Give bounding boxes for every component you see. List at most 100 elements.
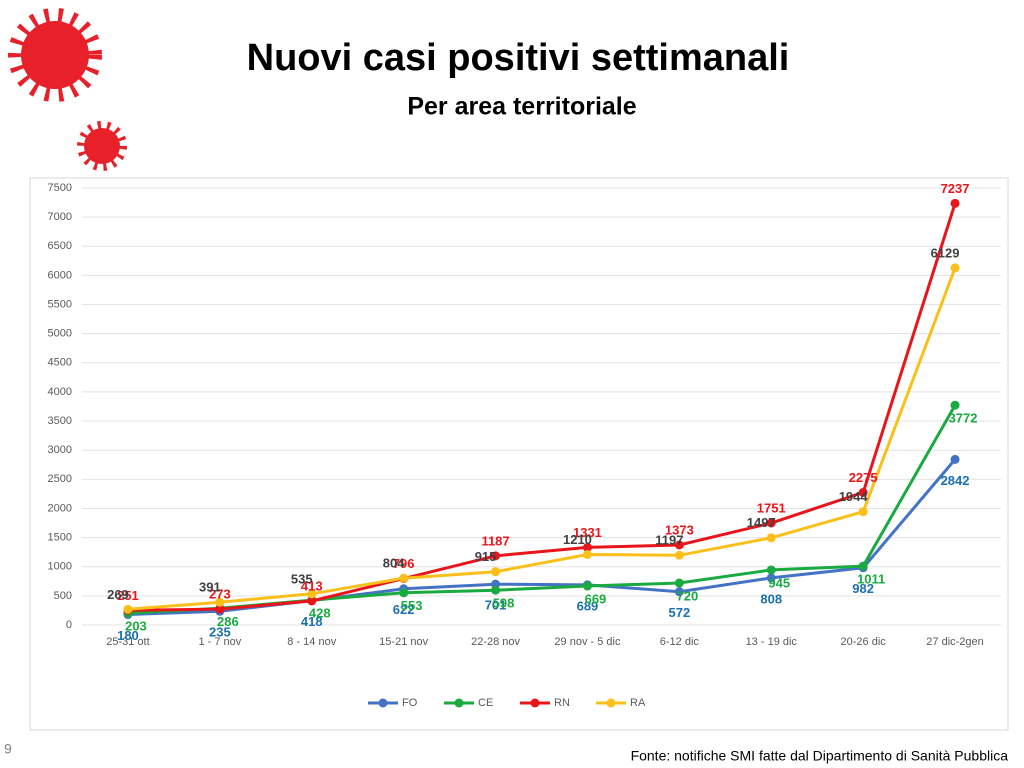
data-label: 251 [117,588,139,603]
data-label: 982 [852,581,874,596]
data-label: 2842 [941,473,970,488]
data-point [766,518,776,528]
data-label: 6129 [931,245,960,260]
data-point [582,581,592,591]
data-label: 720 [676,588,698,603]
data-label: 701 [485,598,507,613]
data-label: 915 [475,549,497,564]
data-label: 1373 [665,522,694,537]
x-tick-label: 29 nov - 5 dic [554,636,621,648]
legend-marker [378,698,388,708]
y-tick-label: 2500 [48,473,72,485]
y-tick-label: 4000 [48,386,72,398]
legend-marker [530,698,540,708]
series-line [127,202,957,612]
y-tick-label: 3500 [48,415,72,427]
data-point [582,542,592,552]
data-point [858,561,868,571]
plot: 0 500 1000 1500 2000 2500 3000 3500 4000 4500 5000… [48,181,1001,709]
y-tick-label: 6000 [48,269,72,281]
data-label: 1210 [563,532,592,547]
y-tick-label: 4500 [48,357,72,369]
data-point [399,573,409,583]
data-point [674,578,684,588]
data-label: 413 [301,578,323,593]
data-point [950,454,960,464]
data-label: 273 [209,587,231,602]
data-point [491,567,501,577]
x-tick-label: 1 - 7 nov [198,636,241,648]
data-label: 1497 [747,515,776,530]
y-tick-label: 7500 [48,182,72,194]
data-label: 1187 [481,533,509,548]
data-label: 945 [768,575,790,590]
y-tick-label: 2000 [48,502,72,514]
x-tick-label: 15-21 nov [379,636,428,648]
y-tick-label: 5500 [48,298,72,310]
y-tick-label: 500 [54,590,72,602]
data-point [215,604,225,614]
legend-label: FO [402,697,418,709]
footnote: Fonte: notifiche SMI fatte dal Dipartime… [631,748,1009,764]
data-label: 572 [668,605,690,620]
y-tick-label: 1000 [48,561,72,573]
data-label: 7237 [941,181,970,196]
data-label: 2275 [849,470,878,485]
data-label: 796 [393,556,415,571]
x-tick-label: 6-12 dic [660,636,700,648]
data-label: 3772 [949,411,978,426]
data-point [766,533,776,543]
y-tick-label: 1500 [48,532,72,544]
series-line [127,267,957,611]
data-point [491,551,501,561]
x-tick-label: 22-28 nov [471,636,520,648]
data-label: 553 [401,598,423,613]
legend-label: CE [478,697,493,709]
legend-marker [454,698,464,708]
data-label: 286 [217,614,239,629]
data-point [674,540,684,550]
data-point [123,604,133,614]
title: Nuovi casi positivi settimanali [247,37,790,79]
x-tick-label: 13 - 19 dic [746,636,798,648]
data-label: 1011 [857,572,885,587]
page-number: 9 [4,741,12,757]
data-label: 808 [760,591,782,606]
subtitle: Per area territoriale [407,93,636,121]
data-label: 235 [209,625,231,640]
data-label: 1751 [757,500,786,515]
chart-frame [29,177,1009,731]
x-tick-label: 20-26 dic [841,636,887,648]
legend-label: RA [630,697,646,709]
data-point [858,507,868,517]
data-label: 1331 [573,525,602,540]
data-point [766,573,776,583]
data-point [582,549,592,559]
data-label: 269 [107,587,129,602]
x-tick-label: 8 - 14 nov [287,636,336,648]
data-point [950,400,960,410]
data-label: 669 [585,591,607,606]
data-label: 428 [309,605,331,620]
data-label: 598 [493,596,515,611]
x-tick-label: 27 dic-2gen [926,636,984,648]
data-point [950,198,960,208]
y-tick-label: 3000 [48,444,72,456]
data-label: 1944 [839,489,869,504]
data-point [491,585,501,595]
legend-marker [606,698,616,708]
data-label: 418 [301,614,323,629]
data-point [215,597,225,607]
legend-label: RN [554,697,570,709]
data-label: 203 [125,619,147,634]
y-tick-label: 7000 [48,211,72,223]
data-point [674,587,684,597]
data-point [858,487,868,497]
y-tick-label: 5000 [48,328,72,340]
x-tick-label: 25-31 ott [106,636,149,648]
data-label: 180 [117,628,139,643]
data-label: 689 [577,598,599,613]
data-point [307,589,317,599]
data-point [950,263,960,273]
